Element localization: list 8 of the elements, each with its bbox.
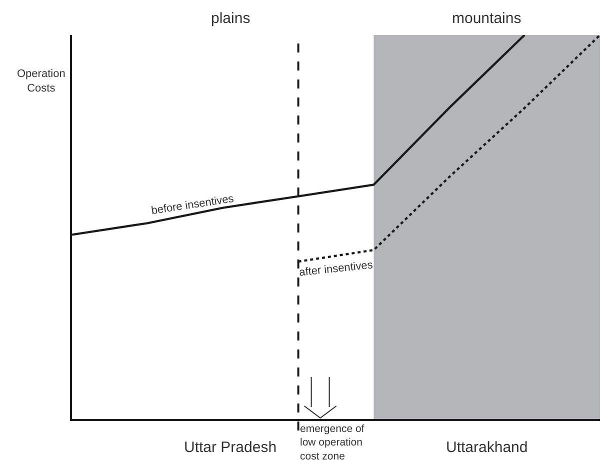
text: plains xyxy=(211,10,250,27)
text: Uttarakhand xyxy=(446,439,528,456)
text: emergence of low operation cost zone xyxy=(300,423,364,462)
text: after insentives xyxy=(298,259,374,279)
text: before insentives xyxy=(150,192,236,218)
text: mountains xyxy=(452,10,522,27)
text: Uttar Pradesh xyxy=(184,439,277,456)
y-axis-title: Operation Costs xyxy=(17,68,66,94)
